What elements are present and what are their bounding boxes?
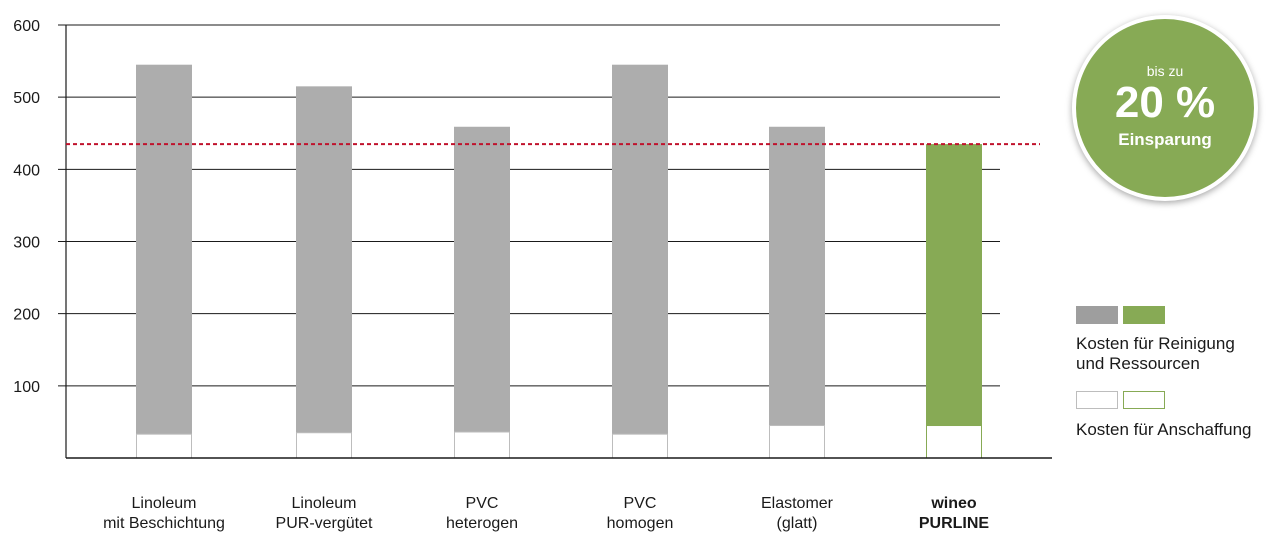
x-category-line: Linoleum bbox=[291, 495, 357, 512]
x-category-line: heterogen bbox=[445, 515, 519, 532]
x-category-label: PVC homogen bbox=[560, 494, 720, 534]
bar-segment-anschaffung bbox=[926, 425, 982, 459]
savings-badge: bis zu 20 % Einsparung bbox=[1076, 19, 1254, 197]
bar-segment-reinigung bbox=[136, 64, 192, 435]
bar-segment-anschaffung bbox=[769, 425, 825, 459]
x-category-line: PUR-vergütet bbox=[275, 515, 373, 532]
x-category-label: Linoleum mit Beschichtung bbox=[84, 494, 244, 534]
legend-swatches-reinigung bbox=[1076, 306, 1287, 326]
bar-segment-anschaffung bbox=[612, 433, 668, 459]
legend-swatch-green-filled bbox=[1123, 306, 1165, 324]
x-category-line: homogen bbox=[606, 515, 674, 532]
y-tick-label: 500 bbox=[13, 90, 40, 107]
x-category-line: PVC bbox=[465, 495, 499, 512]
badge-value: 20 % bbox=[1114, 78, 1216, 127]
bar-chart: 100 200 300 400 500 600 bbox=[13, 18, 1052, 459]
x-category-line: Linoleum bbox=[131, 495, 197, 512]
y-tick-label: 600 bbox=[13, 18, 40, 35]
bar-segment-reinigung bbox=[769, 126, 825, 426]
x-category-label: Elastomer (glatt) bbox=[717, 494, 877, 534]
badge-bottom-text: Einsparung bbox=[1118, 130, 1212, 149]
bar-segment-reinigung bbox=[296, 86, 352, 433]
x-category-line: (glatt) bbox=[776, 515, 818, 532]
y-tick-label: 400 bbox=[13, 162, 40, 179]
x-category-line: wineo bbox=[931, 495, 977, 512]
x-category-line: PURLINE bbox=[918, 515, 990, 532]
bar-segment-anschaffung bbox=[136, 433, 192, 459]
bar-segment-anschaffung bbox=[454, 431, 510, 459]
legend-swatches-anschaffung bbox=[1076, 391, 1287, 411]
bar-segment-reinigung bbox=[926, 144, 982, 426]
bar-segment-reinigung bbox=[612, 64, 668, 435]
badge-top-text: bis zu bbox=[1146, 63, 1184, 79]
y-tick-label: 300 bbox=[13, 235, 40, 252]
legend-swatch-green-outline bbox=[1123, 391, 1165, 409]
x-category-label: Linoleum PUR-vergütet bbox=[244, 494, 404, 534]
x-category-line: mit Beschichtung bbox=[103, 515, 225, 532]
bar-segment-reinigung bbox=[454, 126, 510, 433]
y-tick-label: 200 bbox=[13, 307, 40, 324]
x-category-line: PVC bbox=[623, 495, 657, 512]
x-category-line: Elastomer bbox=[760, 495, 834, 512]
legend-swatch-gray-outline bbox=[1076, 391, 1118, 409]
bar-segment-anschaffung bbox=[296, 432, 352, 459]
legend: Kosten für Reinigung und Ressourcen Kost… bbox=[1076, 306, 1287, 440]
x-category-label: PVC heterogen bbox=[402, 494, 562, 534]
legend-swatch-gray-filled bbox=[1076, 306, 1118, 324]
legend-label-reinigung: Kosten für Reinigung und Ressourcen bbox=[1076, 334, 1235, 373]
y-tick-label: 100 bbox=[13, 379, 40, 396]
legend-label-anschaffung: Kosten für Anschaffung bbox=[1076, 420, 1252, 439]
x-category-label: wineo PURLINE bbox=[874, 494, 1034, 534]
